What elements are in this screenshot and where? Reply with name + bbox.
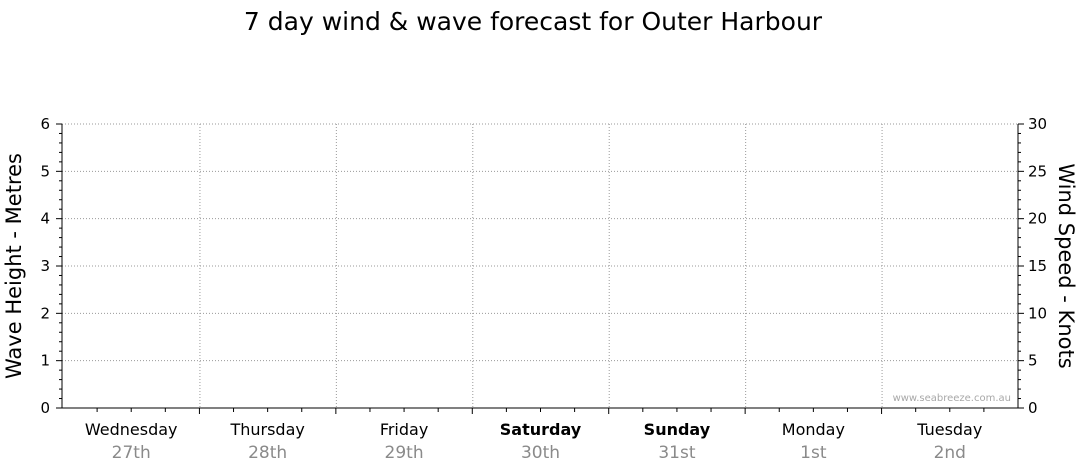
left-axis-ticks: 0 1 2 3 4 5 6 [40, 115, 62, 417]
day-date-label: 27th [112, 443, 151, 463]
left-axis-title: Wave Height - Metres [2, 153, 26, 379]
left-tick-label: 6 [40, 115, 50, 133]
right-tick-label: 15 [1028, 257, 1047, 275]
day-date-label: 29th [385, 443, 424, 463]
left-tick-label: 4 [40, 210, 50, 228]
right-tick-label: 30 [1028, 115, 1047, 133]
chart-title: 7 day wind & wave forecast for Outer Har… [244, 7, 823, 36]
day-name-label: Friday [380, 420, 429, 439]
right-tick-label: 5 [1028, 352, 1038, 370]
left-tick-label: 1 [40, 352, 50, 370]
day-date-label: 28th [248, 443, 287, 463]
right-tick-label: 20 [1028, 210, 1047, 228]
left-tick-label: 3 [40, 257, 50, 275]
grid-lines [62, 123, 1018, 408]
watermark: www.seabreeze.com.au [893, 393, 1011, 404]
day-name-label: Sunday [644, 420, 711, 439]
left-tick-label: 2 [40, 304, 50, 322]
axes [61, 124, 1019, 414]
day-date-label: 30th [521, 443, 560, 463]
right-tick-label: 10 [1028, 304, 1047, 322]
day-date-label: 2nd [934, 443, 966, 463]
day-name-label: Monday [782, 420, 845, 439]
left-tick-label: 0 [40, 399, 50, 417]
right-tick-label: 25 [1028, 162, 1047, 180]
day-labels: Wednesday 27th Thursday 28th Friday 29th Satur… [85, 420, 982, 463]
right-tick-label: 0 [1028, 399, 1038, 417]
day-date-label: 31st [658, 443, 695, 463]
day-name-label: Saturday [500, 420, 582, 439]
day-name-label: Wednesday [85, 420, 178, 439]
day-date-label: 1st [800, 443, 827, 463]
day-name-label: Tuesday [916, 420, 982, 439]
right-axis-title: Wind Speed - Knots [1054, 163, 1078, 368]
right-axis-ticks: 0 5 10 15 20 25 30 [1018, 115, 1047, 417]
day-name-label: Thursday [229, 420, 304, 439]
left-tick-label: 5 [40, 162, 50, 180]
